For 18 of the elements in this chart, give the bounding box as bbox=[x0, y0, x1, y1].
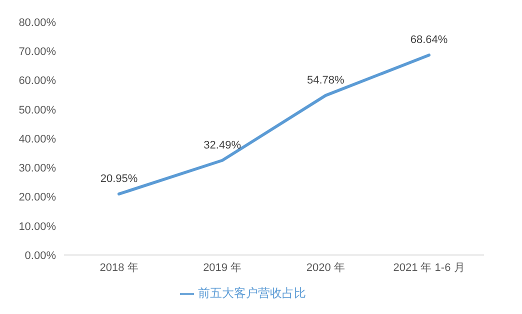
y-tick-label: 20.00% bbox=[18, 192, 56, 204]
y-tick-label: 40.00% bbox=[18, 133, 56, 146]
data-label: 32.49% bbox=[204, 139, 242, 152]
x-tick-label: 2019 年 bbox=[203, 262, 242, 274]
x-tick-label: 2018 年 bbox=[100, 262, 138, 274]
x-tick-label: 2020 年 bbox=[306, 262, 345, 274]
y-tick-label: 0.00% bbox=[24, 250, 56, 262]
y-tick-label: 80.00% bbox=[18, 16, 56, 29]
y-tick-label: 60.00% bbox=[18, 75, 56, 88]
x-tick-label: 2021 年 1-6 月 bbox=[393, 262, 465, 274]
y-tick-label: 10.00% bbox=[18, 220, 56, 233]
data-label: 20.95% bbox=[100, 172, 138, 185]
legend-label: 前五大客户营收占比 bbox=[198, 286, 306, 300]
y-tick-label: 30.00% bbox=[18, 162, 56, 175]
data-label: 68.64% bbox=[410, 34, 448, 46]
y-tick-label: 70.00% bbox=[18, 46, 56, 58]
y-tick-label: 50.00% bbox=[18, 104, 56, 116]
data-label: 54.78% bbox=[307, 74, 345, 86]
